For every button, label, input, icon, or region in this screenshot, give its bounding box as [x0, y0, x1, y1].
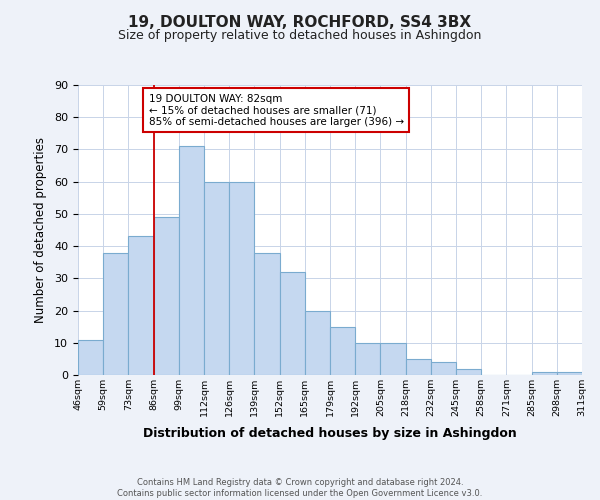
Bar	[532, 372, 557, 375]
Bar	[380, 343, 406, 375]
Bar	[154, 217, 179, 375]
Bar	[305, 310, 330, 375]
Text: Contains HM Land Registry data © Crown copyright and database right 2024.
Contai: Contains HM Land Registry data © Crown c…	[118, 478, 482, 498]
Bar	[456, 368, 481, 375]
Bar	[229, 182, 254, 375]
Bar	[431, 362, 456, 375]
Bar	[128, 236, 154, 375]
Bar	[254, 252, 280, 375]
Bar	[204, 182, 229, 375]
Bar	[280, 272, 305, 375]
Bar	[103, 252, 128, 375]
Y-axis label: Number of detached properties: Number of detached properties	[34, 137, 47, 323]
Bar	[78, 340, 103, 375]
Text: Size of property relative to detached houses in Ashingdon: Size of property relative to detached ho…	[118, 29, 482, 42]
Bar	[557, 372, 582, 375]
X-axis label: Distribution of detached houses by size in Ashingdon: Distribution of detached houses by size …	[143, 428, 517, 440]
Text: 19 DOULTON WAY: 82sqm
← 15% of detached houses are smaller (71)
85% of semi-deta: 19 DOULTON WAY: 82sqm ← 15% of detached …	[149, 94, 404, 127]
Text: 19, DOULTON WAY, ROCHFORD, SS4 3BX: 19, DOULTON WAY, ROCHFORD, SS4 3BX	[128, 15, 472, 30]
Bar	[330, 326, 355, 375]
Bar	[406, 359, 431, 375]
Bar	[179, 146, 204, 375]
Bar	[355, 343, 380, 375]
